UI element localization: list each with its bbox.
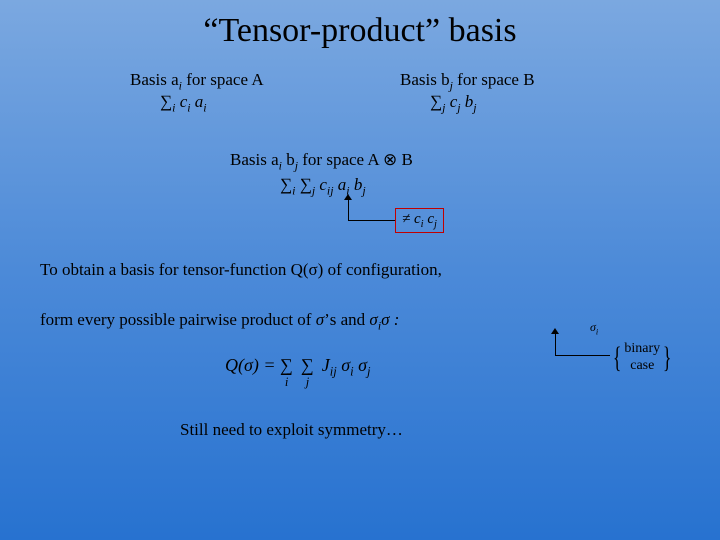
sum-b-symbol: ∑ bbox=[430, 92, 442, 111]
t2a: form every possible pairwise product of bbox=[40, 310, 316, 329]
t2c: ’s and bbox=[324, 310, 369, 329]
sum-a-asub: i bbox=[203, 100, 206, 114]
binary-text: binary case bbox=[624, 341, 660, 375]
arrow-neq-v bbox=[348, 198, 349, 220]
arrow-neq-h bbox=[348, 220, 395, 221]
redbox-c2s: j bbox=[434, 219, 437, 230]
text-line-2: form every possible pairwise product of … bbox=[40, 310, 399, 333]
eq-s1: σ bbox=[337, 355, 350, 375]
sum-b-bsub: j bbox=[473, 100, 476, 114]
text-line-1: To obtain a basis for tensor-function Q(… bbox=[40, 260, 442, 280]
redbox-c1: c bbox=[410, 211, 420, 227]
basis-b-label: Basis bj for space B bbox=[400, 70, 535, 93]
binary-l1: binary bbox=[624, 341, 660, 356]
eq-lhs: Q(σ) = bbox=[225, 355, 280, 375]
sumab-2: ∑ bbox=[300, 175, 312, 194]
basis-a-tail: for space A bbox=[182, 70, 264, 89]
basis-b-sum: ∑j cj bj bbox=[430, 92, 477, 115]
eq-s2: σ bbox=[354, 355, 367, 375]
binary-case-box: {binary case} bbox=[610, 340, 675, 376]
arrow-binary-head bbox=[551, 328, 559, 334]
t2d: σ bbox=[369, 310, 377, 329]
basis-ab-l2: b bbox=[282, 150, 295, 169]
basis-a-sum: ∑i ci ai bbox=[160, 92, 207, 115]
eq-sum2s: j bbox=[306, 375, 310, 389]
sum-a-c: c bbox=[175, 92, 187, 111]
sumab-cs: ij bbox=[327, 183, 334, 197]
t2e: σ : bbox=[381, 310, 399, 329]
basis-a-label: Basis ai for space A bbox=[130, 70, 264, 93]
main-equation: Q(σ) = ∑i ∑j Jij σi σj bbox=[225, 355, 370, 380]
sumab-a: a bbox=[334, 175, 347, 194]
eq-Js: ij bbox=[330, 365, 337, 379]
sum-b-b: b bbox=[461, 92, 474, 111]
slide-title: “Tensor-product” basis bbox=[0, 0, 720, 50]
slide-content: Basis ai for space A ∑i ci ai Basis bj f… bbox=[0, 50, 720, 530]
sum-a-a: a bbox=[191, 92, 204, 111]
inequality-box: ≠ ci cj bbox=[395, 208, 444, 233]
right-brace-icon: } bbox=[663, 340, 672, 376]
t2b: σ bbox=[316, 310, 324, 329]
basis-b-tail: for space B bbox=[453, 70, 535, 89]
sumab-c: c bbox=[315, 175, 327, 194]
sumab-1: ∑ bbox=[280, 175, 292, 194]
basis-ab-label: Basis ai bj for space A ⊗ B bbox=[230, 150, 413, 173]
sum-b-c: c bbox=[445, 92, 457, 111]
eq-sum1: ∑ bbox=[280, 355, 293, 375]
basis-b-text1: Basis b bbox=[400, 70, 450, 89]
basis-ab-tail: for space A ⊗ B bbox=[298, 150, 413, 169]
arrow-binary-v bbox=[555, 332, 556, 355]
sum-a-symbol: ∑ bbox=[160, 92, 172, 111]
binary-l2: case bbox=[630, 358, 654, 373]
eq-sum2: ∑ bbox=[301, 355, 314, 375]
eq-sum1s: i bbox=[285, 375, 289, 389]
neq-symbol: ≠ bbox=[402, 211, 410, 227]
sumab-bs: j bbox=[362, 183, 365, 197]
sumab-1s: i bbox=[292, 183, 295, 197]
left-brace-icon: { bbox=[613, 340, 622, 376]
basis-a-text1: Basis a bbox=[130, 70, 179, 89]
basis-ab-l1: Basis a bbox=[230, 150, 279, 169]
basis-ab-sum: ∑i ∑j cij ai bj bbox=[280, 175, 366, 198]
sumab-b: b bbox=[350, 175, 363, 194]
sigma-marker: σi bbox=[590, 320, 598, 336]
eq-s2s: j bbox=[367, 365, 371, 379]
text-line-3: Still need to exploit symmetry… bbox=[180, 420, 403, 440]
arrow-binary-h bbox=[555, 355, 610, 356]
eq-J: J bbox=[317, 355, 330, 375]
arrow-neq-head bbox=[344, 194, 352, 200]
redbox-c2: c bbox=[424, 211, 434, 227]
